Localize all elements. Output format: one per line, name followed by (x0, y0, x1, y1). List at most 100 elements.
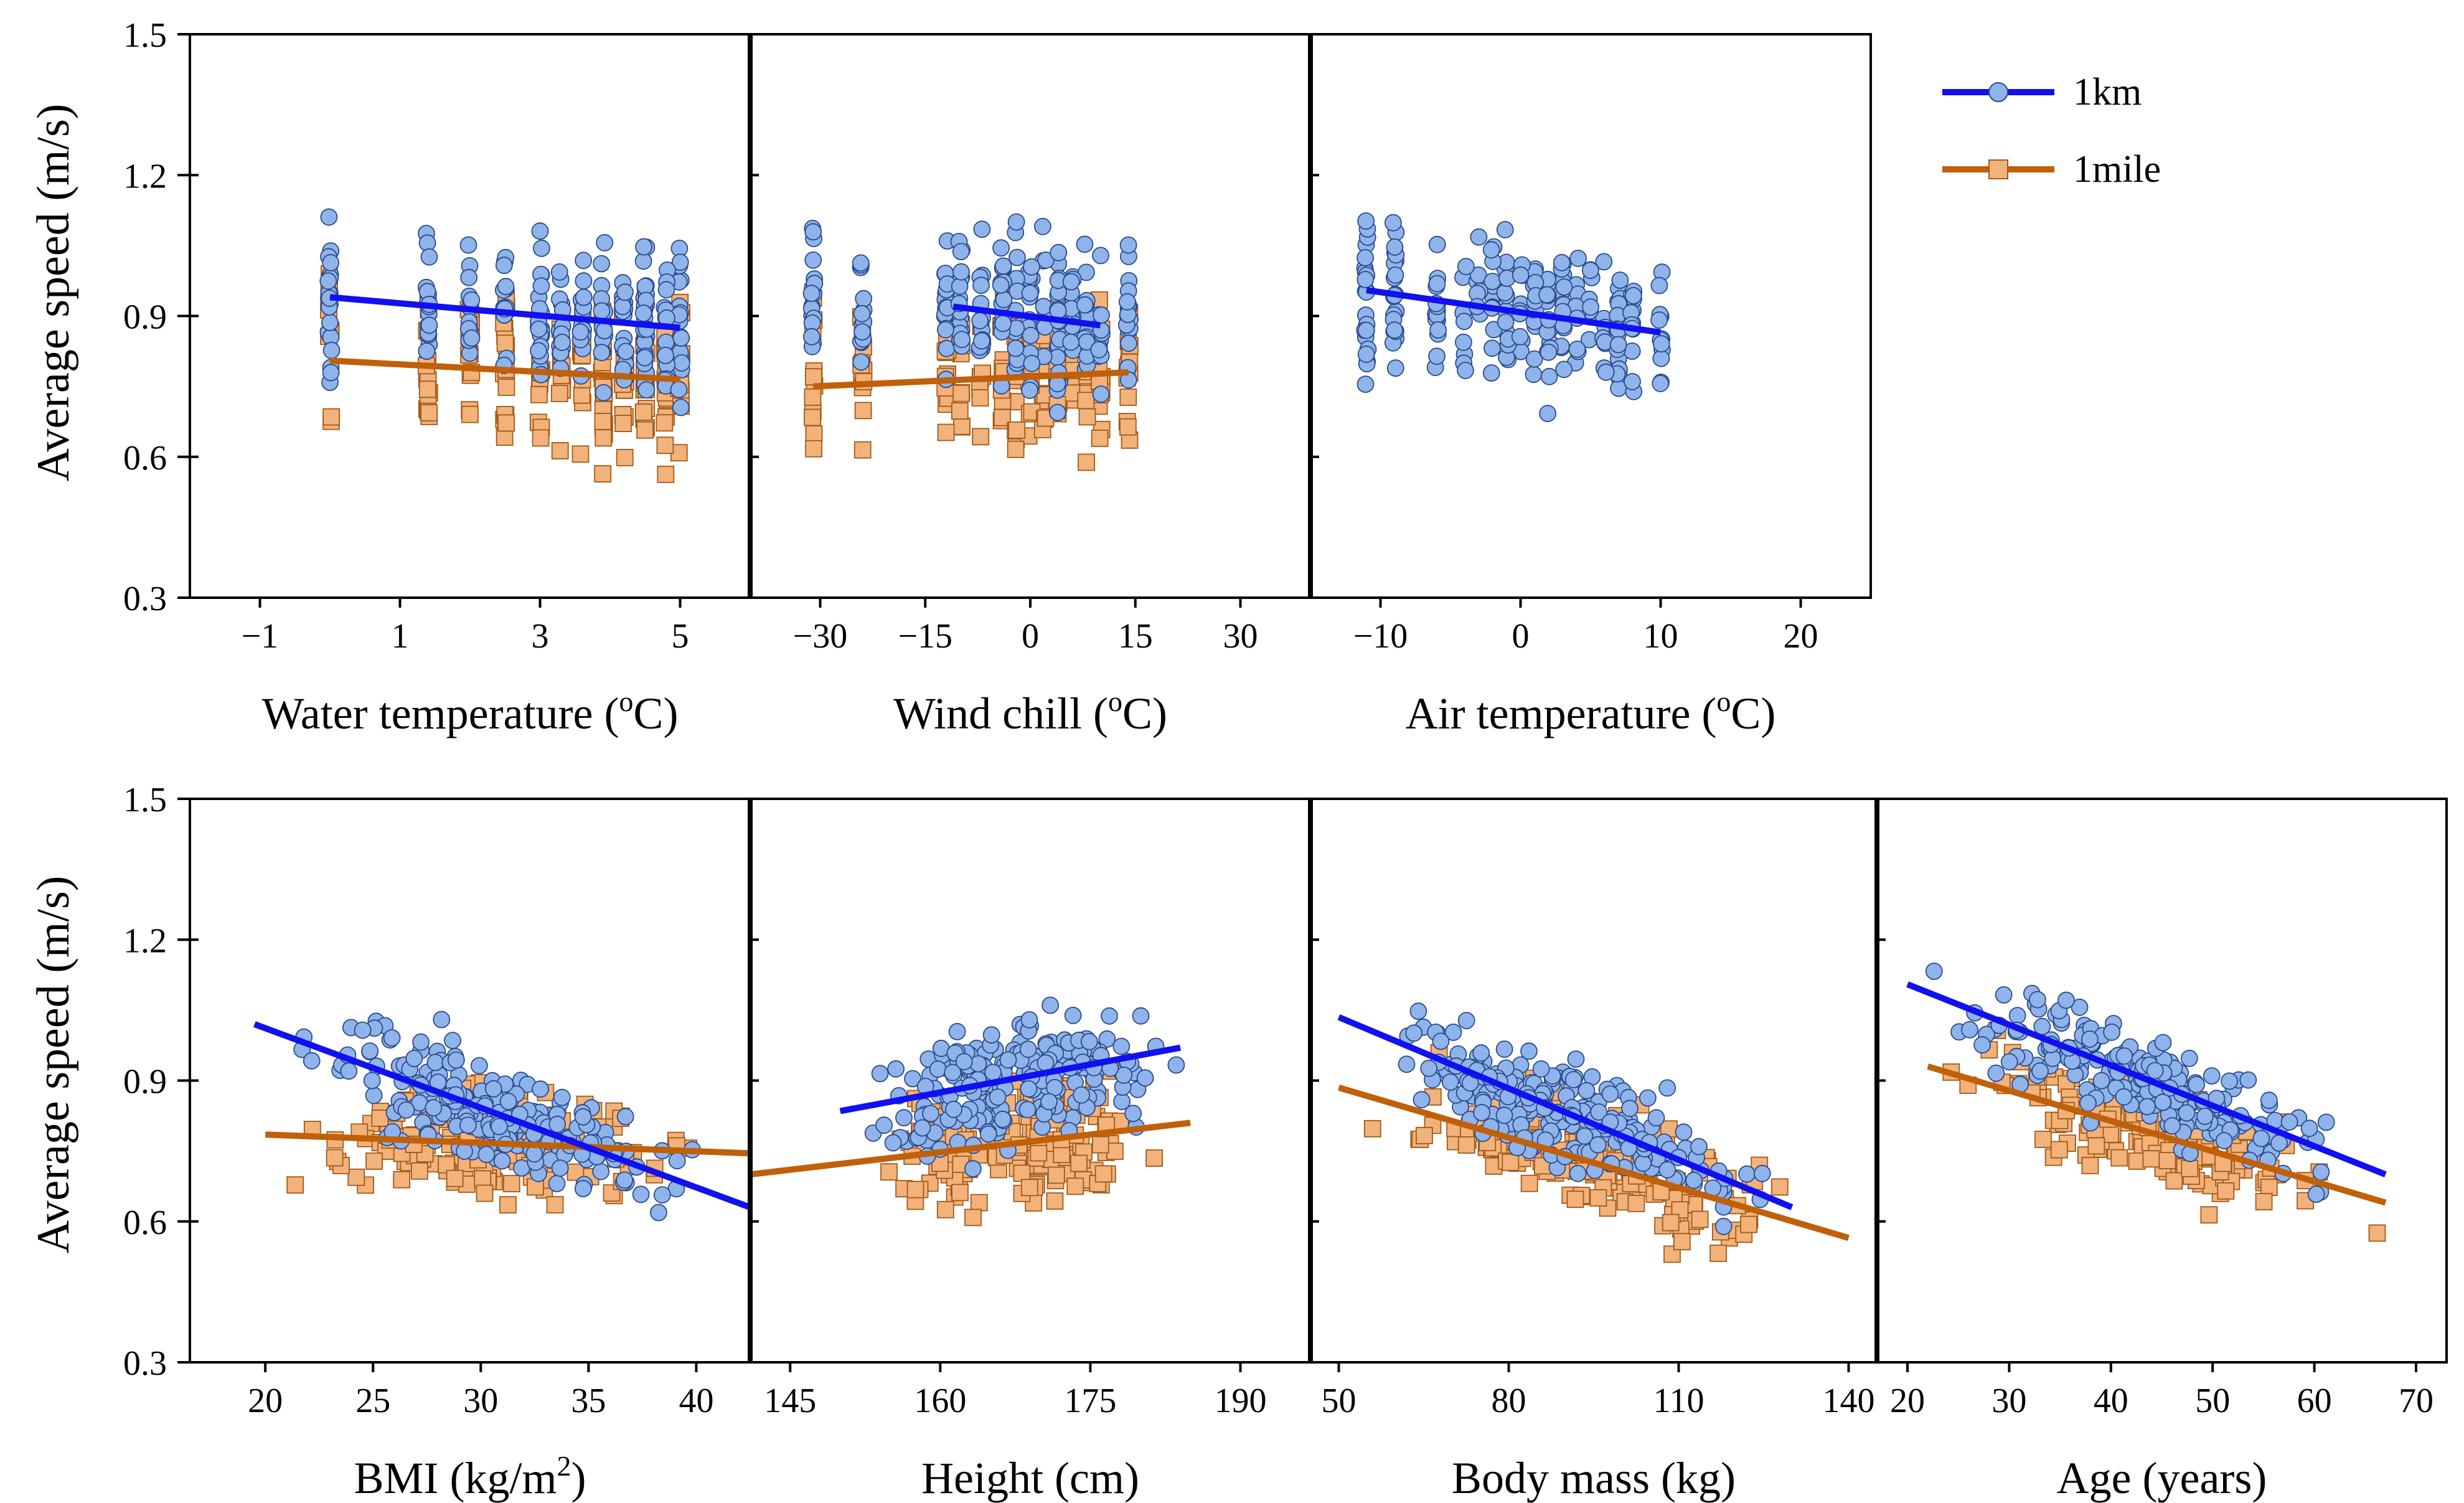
bmi-1km-point (363, 1072, 381, 1090)
height-1km-point (884, 1134, 902, 1152)
height-1km-point (1020, 1011, 1038, 1029)
height-1km-point (1073, 1086, 1090, 1104)
mass-1km-point (1472, 1044, 1490, 1062)
mass-1km-point (1753, 1164, 1771, 1182)
bmi-1km-point (532, 1080, 549, 1098)
air-1km-point (1357, 375, 1375, 393)
air-1km-point (1511, 327, 1529, 346)
mass-1km-point (1473, 1104, 1491, 1121)
wind-1km-point (951, 277, 969, 295)
bmi-1km-point (668, 1152, 686, 1170)
water-x-tick-label: −1 (242, 617, 279, 656)
air-1km-point (1386, 266, 1404, 284)
height-1mile-point (951, 1184, 969, 1202)
wind-1mile-point (1077, 392, 1095, 410)
age-1mile-point (2158, 1152, 2176, 1169)
height-1km-point (948, 1023, 966, 1040)
mass-1km-point (1495, 1040, 1513, 1058)
age-1km-point (2312, 1163, 2330, 1181)
height-1km-point (1115, 1066, 1132, 1084)
height-1mile-point (1013, 1164, 1031, 1182)
bmi-1km-point (426, 1053, 444, 1072)
mass-1mile-point (1502, 1154, 1520, 1171)
wind-1km-point (803, 327, 821, 346)
age-1km-point (1925, 963, 1943, 980)
water-1km-point (418, 342, 436, 360)
wind-1km-point (1119, 293, 1136, 311)
wind-1km-point (1090, 341, 1108, 359)
age-1km-trend-line (1906, 981, 2387, 1177)
age-1km-point (2115, 1047, 2133, 1065)
wind-x-tick-label: −30 (793, 617, 848, 656)
legend-1km-label: 1km (2073, 71, 2142, 113)
legend-1mile-marker (1988, 159, 2008, 179)
age-1km-point (2071, 998, 2089, 1016)
wind-1km-point (1092, 247, 1109, 265)
water-1km-point (322, 253, 340, 271)
air-1km-point (1611, 271, 1629, 289)
height-1km-point (944, 1063, 962, 1081)
bmi-x-tick-label: 40 (679, 1382, 713, 1420)
wind-1km-point (1050, 243, 1068, 261)
water-1km-point (322, 364, 340, 382)
wind-1km-point (1021, 381, 1038, 399)
y-axis-label-top: Average speed (m/s) (28, 104, 79, 482)
height-1mile-point (880, 1163, 898, 1181)
water-1mile-point (418, 380, 436, 398)
height-x-tick-label: 145 (764, 1382, 816, 1420)
height-1mile-point (1106, 1143, 1124, 1160)
bmi-1km-point (551, 1159, 569, 1177)
bmi-1km-point (340, 1062, 358, 1080)
air-1km-point (1512, 266, 1530, 284)
height-1km-point (1136, 1069, 1154, 1087)
water-1km-point (531, 222, 549, 240)
mass-1mile-point (1673, 1233, 1691, 1251)
age-1km-point (2180, 1050, 2198, 1067)
height-1km-point (922, 1105, 939, 1123)
height-1km-point (969, 1055, 987, 1073)
wind-x-axis-label: Wind chill (oC) (893, 686, 1167, 738)
age-1km-point (2079, 1094, 2097, 1112)
mass-1km-trend-line (1337, 1014, 1794, 1210)
mass-1km-point (1639, 1089, 1657, 1107)
wind-1km-point (802, 285, 821, 303)
wind-1km-point (937, 321, 954, 339)
age-1km-point (2260, 1091, 2278, 1110)
water-1km-point (635, 238, 652, 256)
age-1km-point (2163, 1117, 2181, 1135)
air-1km-point (1652, 375, 1670, 392)
water-1km-point (595, 384, 613, 402)
age-1km-point (2307, 1185, 2325, 1203)
wind-1km-point (1093, 306, 1110, 324)
age-1km-point (2000, 1053, 2018, 1071)
bmi-x-tick-label: 35 (571, 1382, 606, 1420)
height-1km-point (1112, 1037, 1131, 1055)
water-1mile-point (594, 465, 612, 483)
mass-1km-point (1601, 1085, 1619, 1103)
water-1km-point (420, 248, 438, 266)
wind-1km-point (973, 220, 991, 238)
mass-1km-point (1569, 1164, 1587, 1182)
age-1km-point (2178, 1104, 2196, 1122)
height-1km-point (904, 1070, 921, 1088)
age-1km-point (2028, 991, 2046, 1009)
bmi-1km-point (433, 1011, 451, 1029)
height-1km-point (1098, 1030, 1116, 1048)
wind-1mile-point (1007, 440, 1025, 458)
age-1mile-point (2217, 1182, 2235, 1200)
water-1km-point (672, 329, 690, 347)
air-1km-point (1482, 241, 1500, 259)
bmi-1km-point (650, 1204, 667, 1222)
bmi-1mile-point (365, 1152, 383, 1170)
wind-1km-point (1049, 403, 1066, 422)
water-1km-point (657, 281, 675, 299)
wind-1km-point (994, 257, 1012, 275)
panel-frames (177, 33, 2448, 1372)
mass-x-tick-label: 50 (1322, 1382, 1357, 1420)
mass-1km-point (1690, 1138, 1708, 1156)
water-1km-point (575, 252, 592, 270)
age-1mile-point (2165, 1172, 2183, 1190)
age-1km-point (2031, 1062, 2049, 1080)
mass-1km-point (1621, 1100, 1639, 1118)
height-1km-point (1080, 1033, 1098, 1050)
